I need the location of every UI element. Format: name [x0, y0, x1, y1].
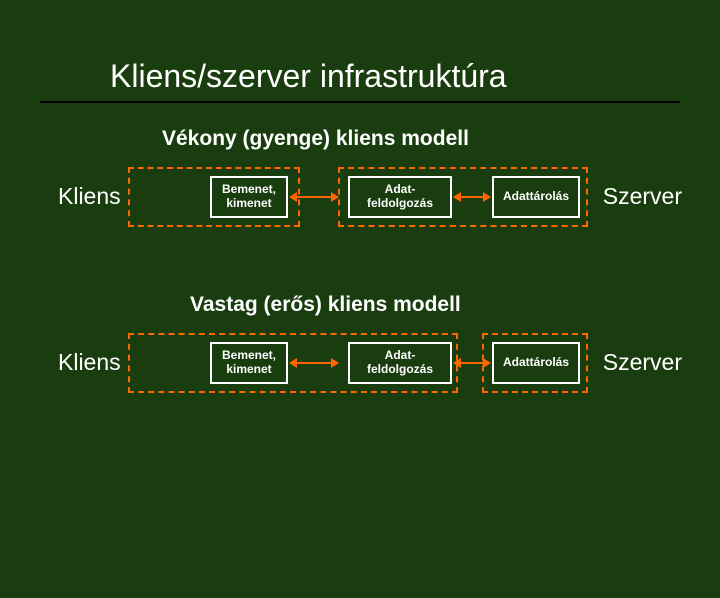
server-label: Szerver [603, 183, 682, 210]
box-storage: Adattárolás [492, 176, 580, 218]
subtitle-thick: Vastag (erős) kliens modell [190, 293, 720, 317]
arrow-1 [296, 196, 332, 198]
model-thin: Vékony (gyenge) kliens modell Kliens Sze… [0, 127, 720, 237]
diagram-thin: Kliens Szerver Bemenet,kimenet Adat-feld… [50, 165, 684, 237]
arrow-2 [460, 196, 484, 198]
box-storage: Adattárolás [492, 342, 580, 384]
page-title: Kliens/szerver infrastruktúra [110, 58, 720, 95]
box-io: Bemenet,kimenet [210, 342, 288, 384]
arrow-2 [460, 362, 484, 364]
diagram-thick: Kliens Szerver Bemenet,kimenet Adat-feld… [50, 331, 684, 403]
box-processing: Adat-feldolgozás [348, 176, 452, 218]
arrow-1 [296, 362, 332, 364]
title-divider [40, 101, 680, 103]
box-processing: Adat-feldolgozás [348, 342, 452, 384]
client-label: Kliens [58, 183, 121, 210]
client-label: Kliens [58, 349, 121, 376]
model-thick: Vastag (erős) kliens modell Kliens Szerv… [0, 293, 720, 403]
server-label: Szerver [603, 349, 682, 376]
box-io: Bemenet,kimenet [210, 176, 288, 218]
subtitle-thin: Vékony (gyenge) kliens modell [162, 127, 720, 151]
